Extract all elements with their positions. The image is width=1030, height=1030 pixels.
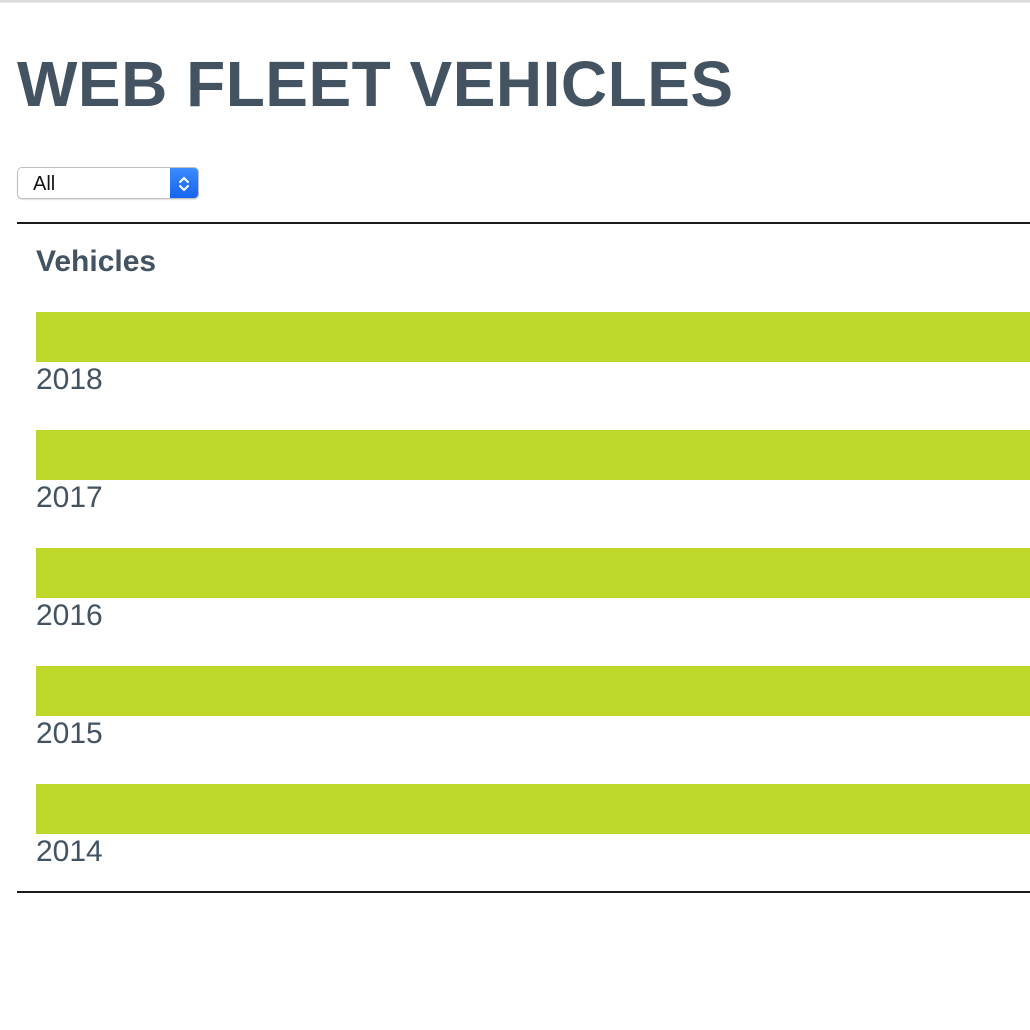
top-divider: [0, 0, 1030, 3]
vehicle-bar: [36, 666, 1030, 716]
vehicle-bar-track: [36, 430, 1030, 480]
vehicles-panel: Vehicles 2018 2017 2016 2015: [17, 222, 1030, 893]
vehicle-year-label: 2018: [36, 363, 103, 396]
vehicle-year-label: 2015: [36, 717, 103, 750]
vehicle-year-row: 2016: [36, 548, 1030, 666]
vehicle-year-label: 2014: [36, 835, 103, 868]
vehicle-bar: [36, 312, 1030, 362]
vehicle-year-list: 2018 2017 2016 2015 2014: [36, 312, 1030, 902]
vehicle-filter-select[interactable]: All: [17, 167, 199, 199]
vehicle-bar: [36, 430, 1030, 480]
vehicle-bar-track: [36, 666, 1030, 716]
vehicle-bar-track: [36, 784, 1030, 834]
page-title: WEB FLEET VEHICLES: [17, 48, 734, 120]
vehicle-year-row: 2018: [36, 312, 1030, 430]
vehicle-year-row: 2017: [36, 430, 1030, 548]
select-chevron-up-down-icon: [170, 168, 198, 198]
vehicle-bar: [36, 784, 1030, 834]
vehicle-filter-value: All: [33, 173, 56, 195]
vehicle-bar-track: [36, 312, 1030, 362]
vehicle-bar: [36, 548, 1030, 598]
vehicle-bar-track: [36, 548, 1030, 598]
vehicle-year-label: 2017: [36, 481, 103, 514]
vehicle-year-row: 2015: [36, 666, 1030, 784]
vehicle-year-label: 2016: [36, 599, 103, 632]
vehicle-year-row: 2014: [36, 784, 1030, 902]
panel-heading: Vehicles: [36, 245, 157, 278]
